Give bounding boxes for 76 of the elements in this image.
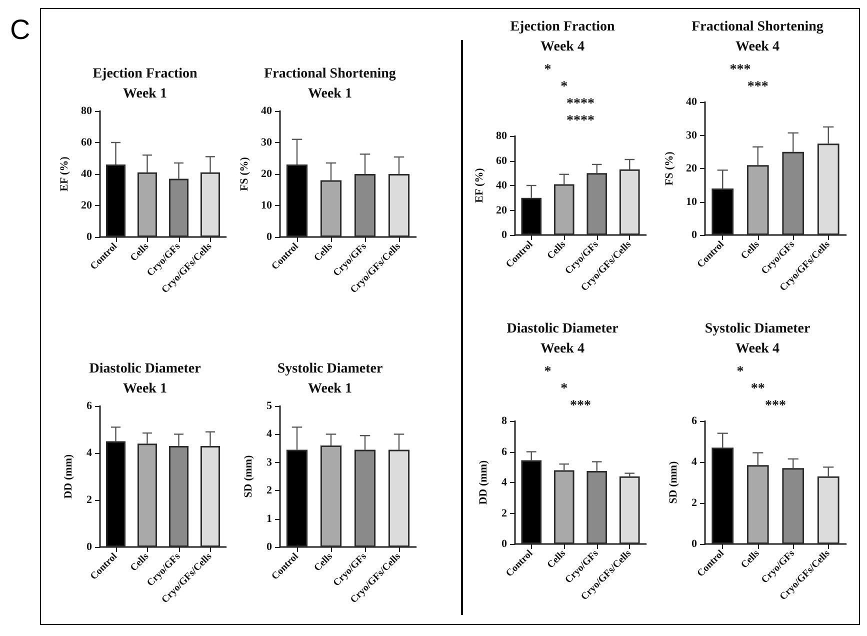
y-tick-label: 8 [502, 415, 508, 427]
chart-title: Fractional Shortening Week 4 [692, 20, 824, 54]
text: * [544, 62, 552, 78]
text: * [736, 364, 744, 380]
y-tick-label: 0 [86, 231, 92, 243]
y-tick-label: 0 [502, 229, 508, 241]
x-tick-label: Cells [545, 548, 568, 571]
y-tick-label: 10 [686, 196, 698, 208]
text: *** [765, 398, 786, 414]
y-tick-label: 4 [692, 456, 698, 468]
y-tick-label: 20 [81, 200, 92, 212]
text: **** [566, 96, 594, 112]
y-tick-label: 1 [266, 512, 272, 525]
x-tick-label: Cells [312, 241, 335, 264]
y-tick-label: 2 [692, 497, 698, 509]
y-axis-title: FS (%) [664, 151, 676, 186]
chart-title: Fractional Shortening Week 1 [264, 66, 396, 102]
text: * [560, 80, 568, 94]
chart-title: Ejection Fraction Week 4 [510, 20, 615, 54]
y-tick-label: 40 [261, 105, 272, 117]
y-tick-label: 10 [261, 200, 272, 212]
y-tick-label: 60 [496, 154, 508, 167]
y-tick-label: 0 [692, 229, 698, 241]
y-tick-label: 20 [496, 204, 508, 216]
y-tick-label: 6 [692, 415, 698, 427]
y-tick-label: 6 [502, 446, 508, 458]
y-axis-title: SD (mm) [668, 460, 680, 504]
y-tick-label: 2 [86, 494, 92, 506]
y-tick-label: 0 [266, 541, 272, 553]
y-tick-label: 5 [266, 400, 272, 412]
text: * [560, 382, 568, 396]
y-tick-label: 30 [261, 136, 272, 148]
chart-title: Ejection Fraction Week 1 [92, 66, 198, 102]
y-tick-label: 40 [496, 180, 508, 192]
y-tick-label: 4 [266, 428, 272, 440]
y-tick-label: 0 [502, 538, 508, 550]
y-axis-title: SD (mm) [242, 454, 254, 498]
y-tick-label: 0 [692, 538, 698, 550]
y-tick-label: 3 [266, 456, 272, 468]
text: *** [730, 62, 751, 78]
y-tick-label: 80 [496, 130, 508, 142]
y-tick-label: 2 [502, 507, 508, 520]
x-tick-label: Cells [739, 239, 762, 262]
text: ** [750, 382, 765, 396]
y-tick-label: 6 [86, 400, 92, 412]
y-tick-label: 20 [686, 162, 698, 174]
y-tick-label: 20 [261, 168, 272, 180]
y-axis-title: FS (%) [238, 156, 251, 191]
y-tick-label: 4 [86, 447, 92, 459]
y-tick-label: 0 [86, 541, 92, 553]
y-tick-label: 4 [502, 476, 508, 488]
y-axis-title: DD (mm) [62, 454, 74, 499]
y-tick-label: 80 [81, 105, 92, 117]
y-tick-label: 40 [81, 168, 92, 180]
y-tick-label: 30 [686, 129, 698, 142]
text: *** [570, 398, 591, 414]
x-tick-label: Cells [312, 551, 335, 574]
text: *** [747, 80, 768, 94]
x-tick-label: Cells [739, 548, 762, 571]
y-axis-title: DD (mm) [478, 460, 490, 505]
text: **** [566, 114, 594, 128]
text: * [544, 364, 552, 380]
y-tick-label: 60 [81, 136, 92, 148]
chart-title: Diastolic Diameter Week 4 [506, 322, 618, 356]
y-tick-label: 2 [266, 484, 272, 497]
chart-title: Systolic Diameter Week 4 [704, 322, 810, 356]
y-tick-label: 0 [266, 231, 272, 243]
chart-title: Systolic Diameter Week 1 [277, 362, 383, 396]
text: C [10, 14, 30, 46]
chart-title: Diastolic Diameter Week 1 [89, 362, 201, 396]
y-tick-label: 40 [686, 96, 698, 108]
y-axis-title: EF (%) [474, 168, 486, 203]
y-axis-title: EF (%) [58, 156, 71, 192]
x-tick-label: Cells [128, 551, 152, 574]
x-tick-label: Cells [545, 239, 568, 262]
x-tick-label: Cells [128, 241, 152, 264]
